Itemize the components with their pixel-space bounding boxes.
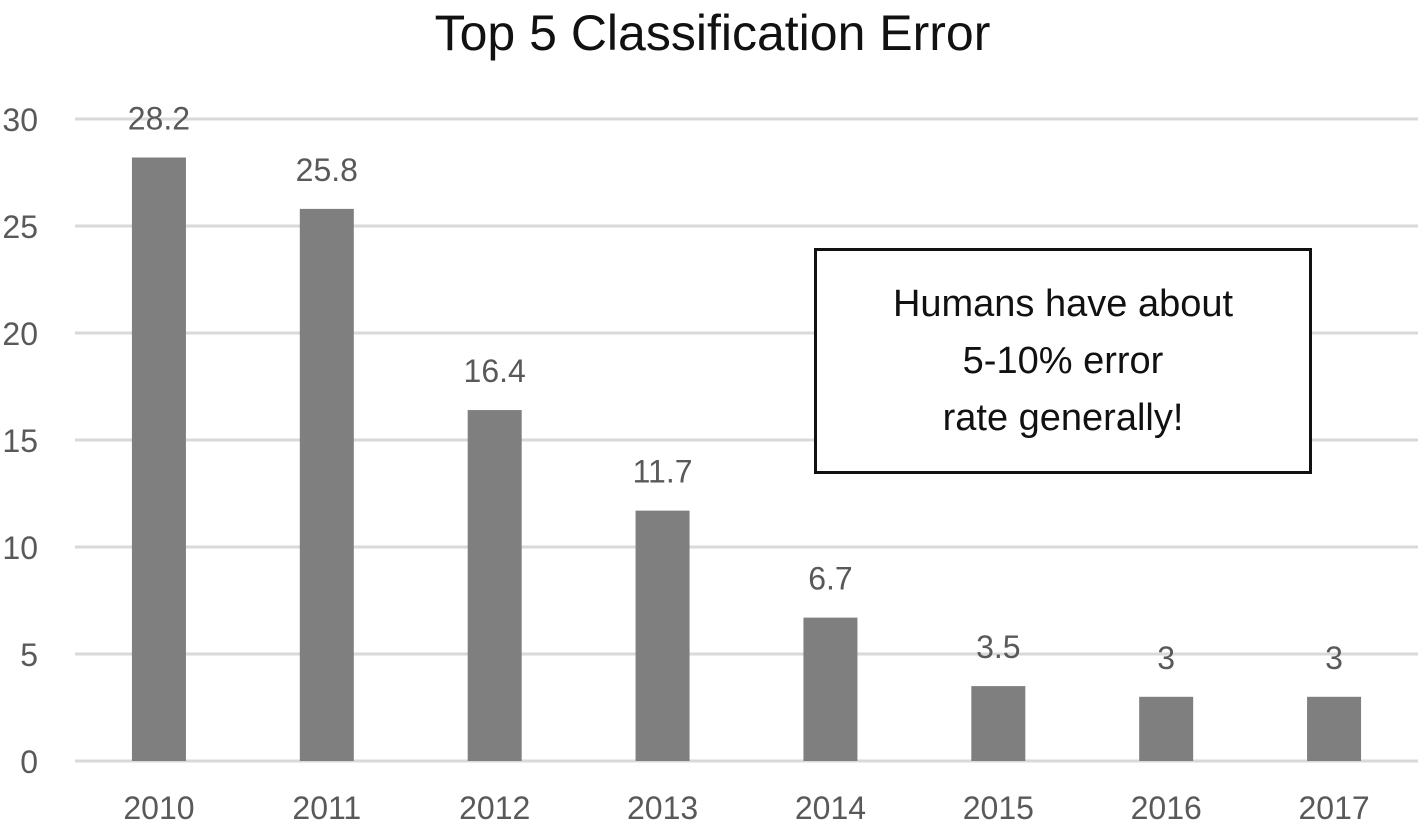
bars [131, 157, 1362, 761]
x-tick-label: 2012 [459, 790, 530, 826]
annotation-box: Humans have about 5-10% error rate gener… [814, 248, 1312, 474]
data-label: 11.7 [633, 454, 693, 490]
x-tick-label: 2010 [123, 790, 194, 826]
y-tick-label: 10 [2, 530, 38, 566]
data-label: 6.7 [808, 561, 852, 597]
bar [299, 208, 354, 761]
bar [131, 157, 186, 761]
y-tick-label: 5 [20, 637, 38, 673]
annotation-line-3: rate generally! [942, 396, 1184, 439]
gridlines [75, 117, 1418, 763]
data-label: 25.8 [296, 152, 358, 188]
bar [971, 686, 1026, 761]
data-label: 28.2 [128, 101, 190, 137]
y-tick-label: 30 [2, 102, 38, 138]
x-tick-label: 2016 [1131, 790, 1202, 826]
bar [467, 410, 522, 761]
data-label: 3 [1157, 640, 1175, 676]
bar [803, 617, 858, 761]
bar [635, 510, 690, 761]
data-label: 16.4 [464, 353, 526, 389]
annotation-line-2: 5-10% error [962, 339, 1164, 382]
data-labels: 28.2 25.8 16.4 11.7 6.7 3.5 3 3 [128, 101, 1343, 676]
y-tick-label: 15 [2, 423, 38, 459]
y-axis-ticks: 0 5 10 15 20 25 30 [2, 102, 38, 780]
x-tick-label: 2014 [795, 790, 866, 826]
bar [1307, 696, 1362, 761]
data-label: 3.5 [976, 629, 1020, 665]
chart-title: Top 5 Classification Error [434, 5, 991, 61]
x-tick-label: 2013 [627, 790, 698, 826]
x-axis-ticks: 2010 2011 2012 2013 2014 2015 2016 2017 [123, 790, 1369, 826]
x-tick-label: 2011 [292, 790, 361, 826]
data-label: 3 [1325, 640, 1343, 676]
x-tick-label: 2015 [963, 790, 1034, 826]
x-tick-label: 2017 [1298, 790, 1369, 826]
y-tick-label: 0 [20, 744, 38, 780]
y-tick-label: 20 [2, 316, 38, 352]
annotation-line-1: Humans have about [892, 282, 1234, 325]
bar [1139, 696, 1194, 761]
y-tick-label: 25 [2, 209, 38, 245]
